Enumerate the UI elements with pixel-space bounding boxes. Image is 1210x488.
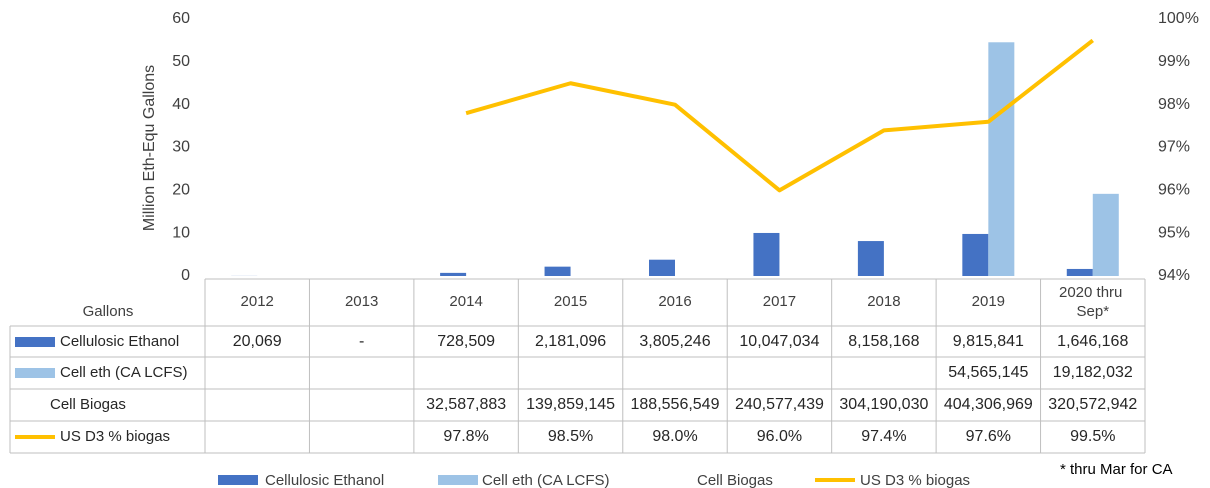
table-header: Gallons [83, 303, 134, 320]
table-cell: 9,815,841 [953, 333, 1024, 350]
y-tick-label: 0 [181, 267, 190, 284]
table-cell: 2,181,096 [535, 333, 606, 350]
bar [910, 0, 936, 276]
x-tick-label: 2020 thru Sep* [1059, 284, 1127, 320]
table-cell: 20,069 [233, 333, 282, 350]
bar [988, 42, 1015, 276]
bar [1092, 193, 1119, 276]
legend-swatch [438, 475, 478, 485]
x-tick-label: 2012 [241, 293, 274, 310]
y2-tick-label: 98% [1158, 96, 1190, 113]
legend-swatch [15, 337, 55, 347]
table-cell: 240,577,439 [735, 396, 824, 413]
bar [597, 0, 623, 276]
x-tick-label: 2015 [554, 293, 587, 310]
bar [753, 232, 780, 276]
table-cell: 54,565,145 [948, 364, 1028, 381]
plot-area [231, 0, 1145, 276]
table-cell: 97.6% [966, 428, 1011, 445]
table-cell: 728,509 [437, 333, 495, 350]
x-tick-label: 2017 [763, 293, 796, 310]
table-cell: 97.8% [443, 428, 488, 445]
table-cell: 320,572,942 [1048, 396, 1137, 413]
x-tick-label: 2013 [345, 293, 378, 310]
x-tick-label: 2019 [972, 293, 1005, 310]
table-cell: 3,805,246 [639, 333, 710, 350]
bar [1014, 0, 1040, 276]
table-cell: 8,158,168 [848, 333, 919, 350]
x-tick-label: 2016 [658, 293, 691, 310]
x-tick-label: 2014 [449, 293, 482, 310]
bar [440, 272, 467, 276]
table-cell: 1,646,168 [1057, 333, 1128, 350]
bar [544, 266, 571, 276]
x-tick-label: 2018 [867, 293, 900, 310]
bar [1066, 268, 1093, 276]
table-cell: - [359, 333, 364, 350]
table-cell: 98.0% [652, 428, 697, 445]
legend-swatch [15, 368, 55, 378]
table-cell: 99.5% [1070, 428, 1115, 445]
bar [857, 241, 884, 276]
table-series-name: Cellulosic Ethanol [60, 333, 179, 350]
table-cell: 97.4% [861, 428, 906, 445]
legend-label: Cell Biogas [697, 472, 773, 488]
bar [492, 136, 518, 276]
y2-tick-label: 95% [1158, 224, 1190, 241]
legend-label: US D3 % biogas [860, 472, 970, 488]
y-axis-label: Million Eth-Equ Gallons [141, 65, 158, 231]
y-tick-label: 40 [172, 96, 190, 113]
legend-label: Cell eth (CA LCFS) [482, 472, 610, 488]
footnote: * thru Mar for CA [1060, 461, 1173, 478]
table-cell: 19,182,032 [1053, 364, 1133, 381]
bar [1119, 0, 1145, 276]
y2-tick-label: 99% [1158, 53, 1190, 70]
table-cell: 32,587,883 [426, 396, 506, 413]
y2-tick-label: 94% [1158, 267, 1190, 284]
y-tick-label: 10 [172, 224, 190, 241]
legend-swatch [218, 475, 258, 485]
y2-tick-label: 100% [1158, 10, 1199, 27]
y2-tick-label: 96% [1158, 182, 1190, 199]
table-cell: 98.5% [548, 428, 593, 445]
y-tick-label: 50 [172, 53, 190, 70]
label-line: Sep* [1077, 303, 1110, 320]
y-tick-label: 20 [172, 182, 190, 199]
table-cell: 96.0% [757, 428, 802, 445]
bar [649, 259, 675, 276]
table-series-name: US D3 % biogas [60, 428, 170, 445]
table-cell: 404,306,969 [944, 396, 1033, 413]
table-cell: 188,556,549 [631, 396, 720, 413]
y2-tick-label: 97% [1158, 139, 1190, 156]
table-series-name: Cell eth (CA LCFS) [60, 364, 188, 381]
table-cell: 139,859,145 [526, 396, 615, 413]
table-cell: 10,047,034 [739, 333, 819, 350]
table-cell: 304,190,030 [839, 396, 928, 413]
table-series-name: Cell Biogas [50, 396, 126, 413]
label-line: 2020 thru [1059, 284, 1127, 301]
bar [962, 233, 989, 276]
y-tick-label: 60 [172, 10, 190, 27]
legend-label: Cellulosic Ethanol [265, 472, 384, 488]
line [465, 38, 1095, 193]
y-tick-label: 30 [172, 139, 190, 156]
bar [805, 0, 831, 276]
